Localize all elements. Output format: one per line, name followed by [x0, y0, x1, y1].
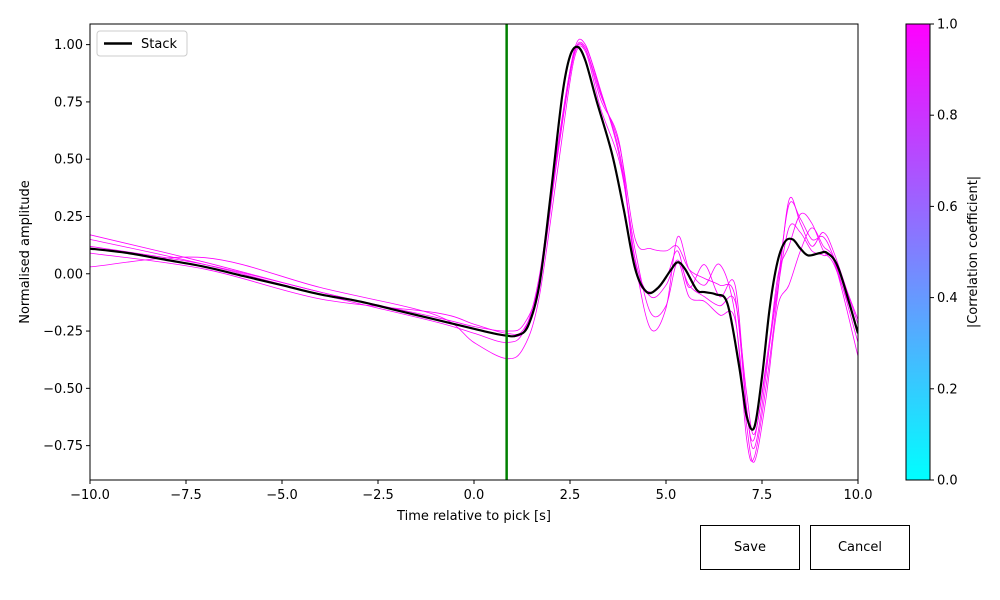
y-axis-ticks: −0.75 −0.50 −0.25 0.00 0.25 0.50 0.75 1.00 — [43, 38, 90, 454]
trace-line-3 — [90, 45, 858, 463]
legend-stack-label: Stack — [141, 37, 177, 52]
x-tick-label: 0.0 — [464, 488, 485, 503]
stack-layer — [90, 45, 858, 431]
trace-line-2 — [90, 41, 858, 462]
x-tick-label: 7.5 — [752, 488, 773, 503]
y-tick-label: 0.75 — [54, 95, 83, 110]
stack-line — [90, 45, 858, 431]
trace-line-1 — [90, 43, 858, 442]
x-tick-label: −7.5 — [170, 488, 202, 503]
colorbar-tick-label: 0.8 — [937, 109, 958, 124]
y-axis-label: Normalised amplitude — [18, 180, 33, 324]
y-tick-label: 1.00 — [54, 38, 83, 53]
cancel-button[interactable]: Cancel — [810, 525, 910, 570]
colorbar-tick-label: 0.4 — [937, 291, 958, 306]
y-tick-label: −0.50 — [43, 382, 83, 397]
colorbar-tick-label: 0.2 — [937, 382, 958, 397]
y-tick-label: 0.50 — [54, 153, 83, 168]
x-tick-label: −5.0 — [266, 488, 298, 503]
x-tick-label: 10.0 — [844, 488, 873, 503]
x-tick-label: 5.0 — [656, 488, 677, 503]
colorbar-tick-label: 0.6 — [937, 200, 958, 215]
plot-frame — [89, 23, 859, 481]
x-tick-label: 2.5 — [560, 488, 581, 503]
colorbar-ticks: 0.0 0.2 0.4 0.6 0.8 1.0 — [930, 18, 958, 489]
save-button[interactable]: Save — [700, 525, 800, 570]
legend-box — [96, 30, 188, 57]
trace-line-4 — [90, 38, 858, 435]
x-tick-label: −10.0 — [70, 488, 110, 503]
y-tick-label: 0.00 — [54, 267, 83, 282]
x-tick-label: −2.5 — [362, 488, 394, 503]
x-axis-ticks: −10.0 −7.5 −5.0 −2.5 0.0 2.5 5.0 7.5 10.0 — [70, 480, 872, 503]
x-axis-label: Time relative to pick [s] — [396, 509, 551, 524]
y-tick-label: −0.75 — [43, 439, 83, 454]
colorbar: 0.0 0.2 0.4 0.6 0.8 1.0 |Correlation coeffici… — [905, 18, 981, 489]
colorbar-gradient — [905, 23, 931, 481]
colorbar-label: |Correlation coefficient| — [966, 176, 981, 328]
colorbar-tick-label: 0.0 — [937, 474, 958, 489]
y-tick-label: −0.25 — [43, 325, 83, 340]
legend: Stack — [96, 30, 188, 57]
y-tick-label: 0.25 — [54, 210, 83, 225]
colorbar-tick-label: 1.0 — [937, 18, 958, 33]
